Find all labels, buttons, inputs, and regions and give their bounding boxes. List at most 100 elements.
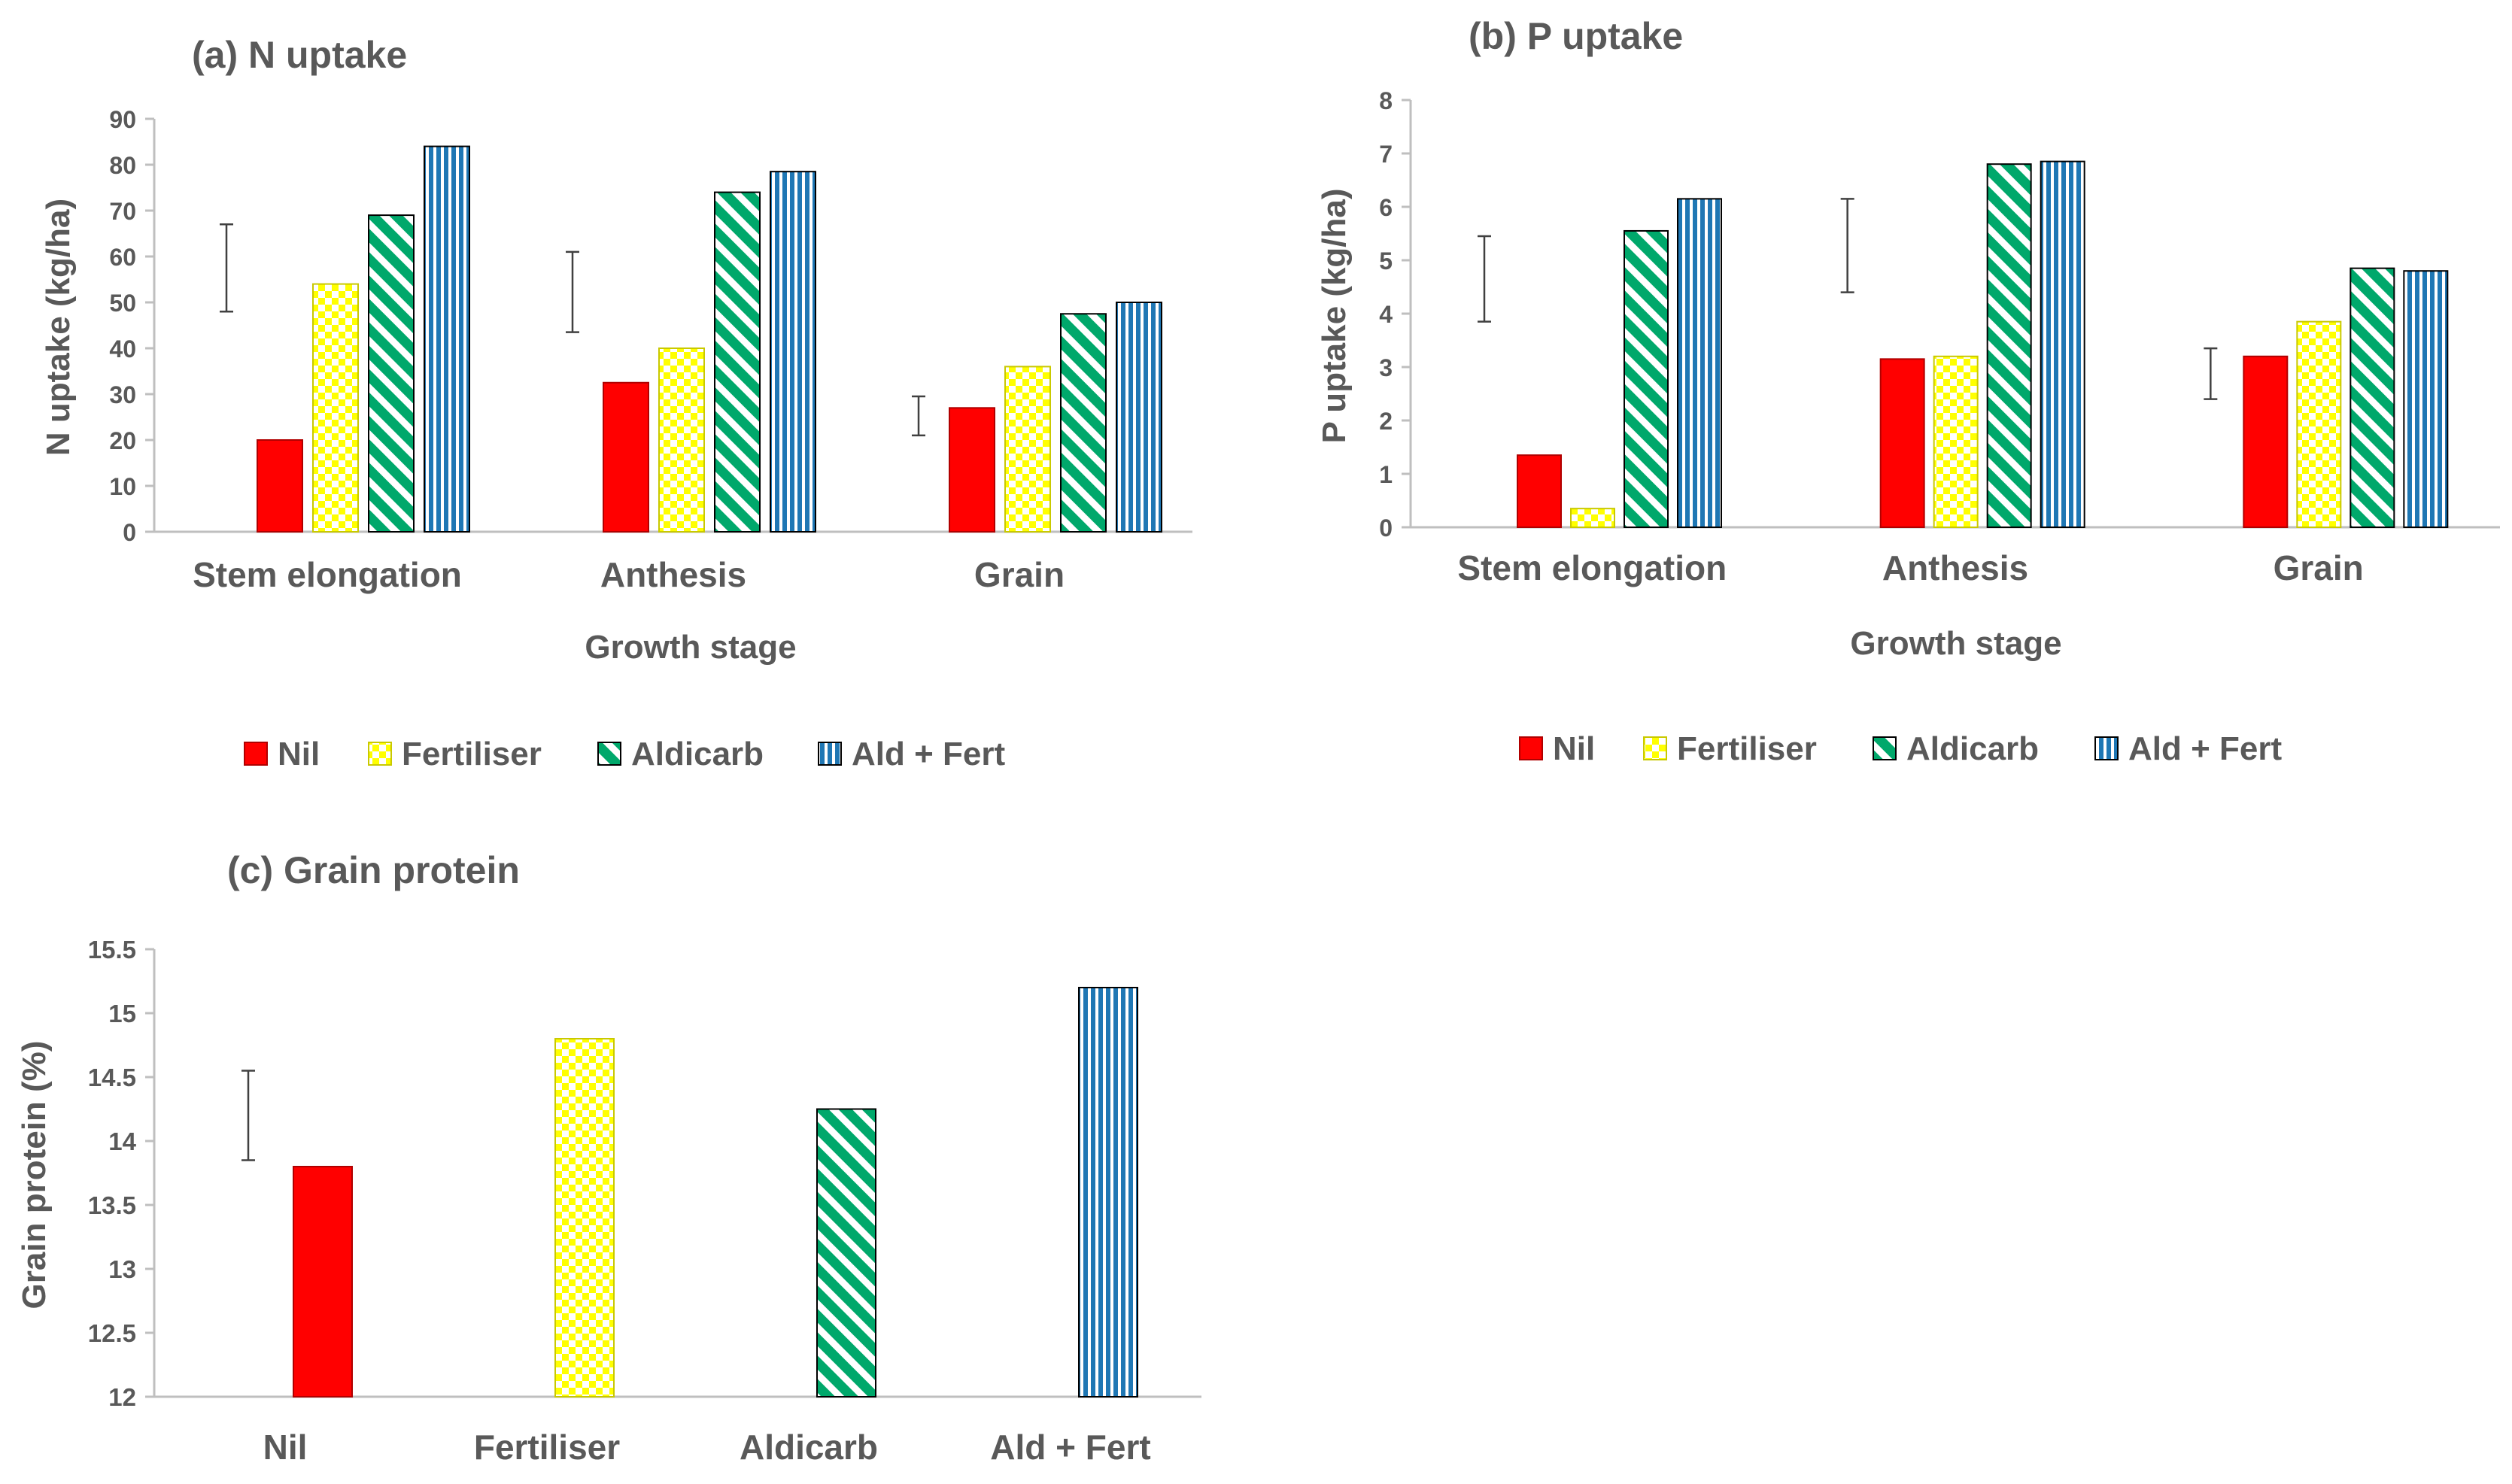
chart-b-ytick-label: 0 [1379,514,1393,542]
chart-a-legend-swatch-nil [244,742,268,766]
chart-b-bar-stem-elongation-nil [1517,454,1562,529]
chart-b-category-label: Anthesis [1882,548,2028,587]
chart-n-uptake: (a) N uptake N uptake (kg/ha) Growth sta… [40,34,1192,772]
chart-b-legend-label-aldicarb: Aldicarb [1906,730,2039,767]
chart-c-ytick-label: 13.5 [88,1191,136,1219]
chart-c-title: (c) Grain protein [227,849,520,891]
chart-b-ytick-label: 7 [1379,141,1393,168]
chart-a-legend-swatch-ald-fert [818,742,842,766]
chart-a-category-label: Grain [974,555,1065,594]
chart-a-ytick-label: 10 [109,473,136,500]
chart-a-bar-stem-elongation-aldicarb [368,214,415,533]
chart-b-bar-grain-aldicarb [2349,267,2395,528]
chart-a-bar-grain-fertiliser [1004,366,1051,533]
chart-a-bar-grain-nil [949,407,995,533]
chart-a-bar-grain-aldicarb [1060,313,1107,533]
chart-b-error-bar-grain [2204,347,2218,400]
chart-c-plot: 12 12.5 13 13.5 14 14.5 15 15.5 Nil Fertiliser Ald… [88,936,1201,1467]
chart-c-ytick-label: 12 [108,1383,136,1411]
chart-b-ytick-label: 6 [1379,194,1393,221]
chart-a-legend-swatch-fertiliser [368,742,392,766]
chart-p-uptake: (b) P uptake P uptake (kg/ha) Growth sta… [1316,15,2500,767]
chart-b-ytick-label: 5 [1379,247,1393,275]
chart-b-legend-swatch-nil [1519,736,1543,760]
chart-a-bar-anthesis-nil [603,381,649,533]
chart-b-legend-swatch-fertiliser [1643,736,1667,760]
chart-a-bar-anthesis-fertiliser [658,347,705,533]
chart-c-category-label: Fertiliser [474,1428,620,1467]
chart-b-error-bar-anthesis [1840,198,1854,293]
chart-b-ytick-label: 4 [1379,301,1393,328]
chart-a-legend-label-fertiliser: Fertiliser [402,736,542,772]
chart-a-legend-label-aldicarb: Aldicarb [631,736,764,772]
chart-a-ytick-label: 40 [109,335,136,363]
chart-a-legend-swatch-aldicarb [597,742,621,766]
chart-b-ytick-label: 1 [1379,461,1393,488]
chart-a-ytick-label: 30 [109,381,136,408]
chart-a-bar-anthesis-aldicarb [714,191,761,533]
chart-a-error-bar-stem-elongation [220,223,233,313]
chart-b-bar-anthesis-fertiliser [1933,355,1979,528]
chart-b-bar-grain-ald-fert [2403,270,2449,528]
chart-a-ytick-label: 20 [109,427,136,454]
chart-c-ytick-label: 12.5 [88,1319,136,1347]
chart-b-xlabel: Growth stage [1850,625,2061,662]
chart-a-ytick-label: 60 [109,244,136,271]
chart-a-bar-grain-ald-fert [1116,302,1162,533]
chart-a-plot: 0 10 20 30 40 50 60 70 80 90 Stem elongation Anthes… [109,106,1192,594]
chart-a-legend-label-ald-fert: Ald + Fert [852,736,1005,772]
chart-c-ytick-label: 15 [108,1000,136,1027]
chart-b-bar-grain-nil [2243,355,2289,528]
chart-b-legend-swatch-ald-fert [2094,736,2119,760]
chart-a-xlabel: Growth stage [585,629,796,666]
chart-a-ytick-label: 90 [109,106,136,133]
chart-b-legend-swatch-aldicarb [1873,736,1897,760]
chart-c-category-label: Ald + Fert [990,1428,1150,1467]
chart-a-ytick-label: 70 [109,198,136,225]
chart-c-bar-aldicarb [816,1108,876,1398]
chart-b-legend-label-fertiliser: Fertiliser [1677,730,1817,767]
chart-c-bar-ald-fert [1078,987,1138,1398]
chart-c-ytick-label: 13 [108,1255,136,1283]
chart-c-error-bar [241,1070,255,1161]
chart-a-legend-label-nil: Nil [278,736,320,772]
chart-a-ytick-label: 80 [109,152,136,179]
chart-a-bar-anthesis-ald-fert [770,171,816,533]
chart-a-bar-stem-elongation-fertiliser [312,283,359,533]
chart-b-bar-anthesis-nil [1879,358,1925,528]
chart-c-bar-fertiliser [554,1038,615,1398]
chart-b-bar-grain-fertiliser [2296,320,2342,528]
chart-c-bar-nil [293,1166,353,1398]
chart-b-ytick-label: 3 [1379,354,1393,381]
chart-b-category-label: Stem elongation [1457,548,1727,587]
chart-b-title: (b) P uptake [1469,15,1683,57]
chart-b-bar-stem-elongation-ald-fert [1677,198,1722,528]
chart-b-bar-anthesis-aldicarb [1986,163,2032,528]
chart-c-ytick-label: 14.5 [88,1064,136,1091]
chart-a-ylabel: N uptake (kg/ha) [40,199,77,456]
chart-grain-protein: (c) Grain protein Grain protein (%) 12 12… [16,849,1201,1467]
chart-a-category-label: Anthesis [600,555,746,594]
chart-b-ytick-label: 8 [1379,87,1393,114]
chart-b-ytick-label: 2 [1379,408,1393,435]
chart-c-category-label: Aldicarb [740,1428,878,1467]
chart-c-ylabel: Grain protein (%) [16,1041,53,1310]
chart-b-bar-anthesis-ald-fert [2040,160,2085,528]
chart-b-plot: 0 1 2 3 4 5 6 7 8 Stem elongation Anthesis Grain [1379,87,2500,587]
chart-b-legend: Nil Fertiliser Aldicarb Ald + Fert [1519,730,2282,767]
chart-b-legend-label-ald-fert: Ald + Fert [2128,730,2282,767]
chart-a-ytick-label: 50 [109,290,136,317]
chart-b-category-label: Grain [2274,548,2364,587]
chart-a-error-bar-grain [912,395,925,437]
chart-a-bar-stem-elongation-nil [257,439,303,533]
chart-a-ytick-label: 0 [123,519,136,546]
chart-a-bar-stem-elongation-ald-fert [424,145,470,533]
chart-b-bar-stem-elongation-fertiliser [1570,508,1615,529]
chart-a-title: (a) N uptake [192,34,407,76]
chart-b-bar-stem-elongation-aldicarb [1624,229,1669,528]
chart-c-ytick-label: 15.5 [88,936,136,964]
chart-c-category-label: Nil [263,1428,308,1467]
chart-b-legend-label-nil: Nil [1553,730,1595,767]
chart-b-ylabel: P uptake (kg/ha) [1316,188,1353,443]
chart-a-category-label: Stem elongation [193,555,462,594]
